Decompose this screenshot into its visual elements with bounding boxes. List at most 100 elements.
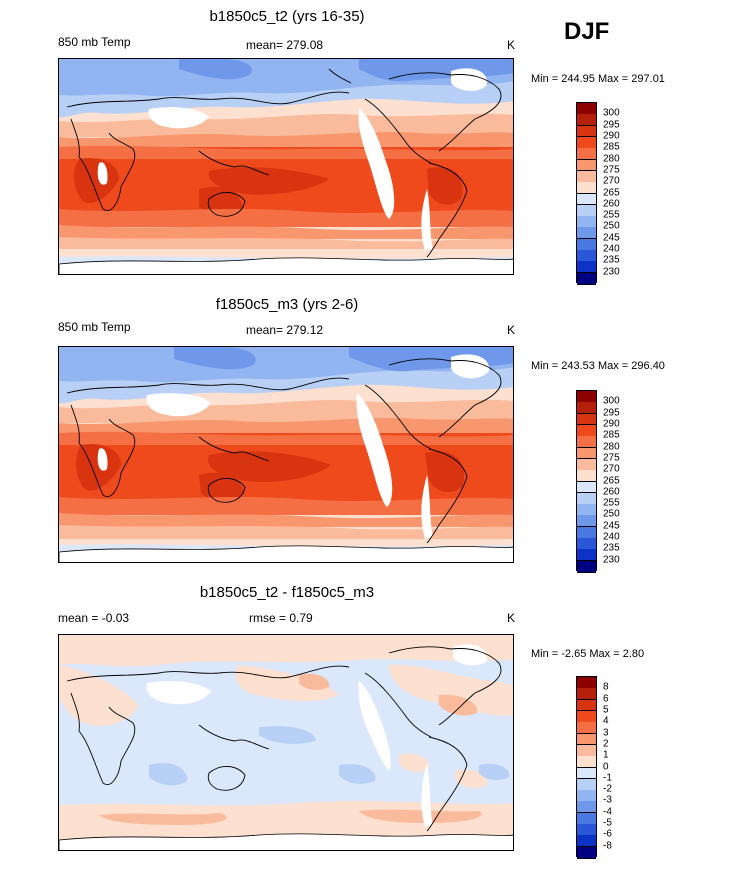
panel-1-map	[58, 58, 514, 275]
colorbar-level-label: 270	[603, 175, 620, 187]
colorbar-swatch	[577, 549, 596, 562]
colorbar-swatch	[577, 801, 596, 814]
panel-2-variable-label: 850 mb Temp	[58, 320, 131, 334]
colorbar-swatch	[577, 470, 596, 482]
colorbar-swatch	[577, 812, 596, 825]
colorbar-swatch	[577, 699, 596, 712]
colorbar-level-label: -6	[603, 828, 612, 840]
colorbar-level-label: 245	[603, 232, 620, 244]
colorbar-swatch	[577, 447, 596, 460]
colorbar-swatch	[577, 216, 596, 228]
colorbar-swatch	[577, 504, 596, 516]
colorbar-swatch	[577, 790, 596, 802]
season-label: DJF	[564, 18, 610, 45]
colorbar-level-label: -2	[603, 783, 612, 795]
colorbar-level-label: 1	[603, 749, 609, 761]
colorbar-level-label: 250	[603, 508, 620, 520]
colorbar-swatch	[577, 767, 596, 780]
colorbar-swatch	[577, 538, 596, 550]
colorbar-swatch	[577, 778, 596, 791]
colorbar-swatch	[577, 114, 596, 127]
colorbar-swatch	[577, 733, 596, 746]
colorbar-swatch	[577, 424, 596, 437]
colorbar-swatch	[577, 136, 596, 149]
panel-2-map-svg	[59, 347, 513, 562]
colorbar-swatch	[577, 515, 596, 528]
colorbar-swatch	[577, 722, 596, 735]
colorbar-level-label: 285	[603, 141, 620, 153]
panel-2-minmax-label: Min = 243.53 Max = 296.40	[531, 360, 665, 372]
colorbar-swatch	[577, 103, 596, 115]
colorbar-level-label: 280	[603, 441, 620, 453]
colorbar-swatch	[577, 560, 596, 573]
panel-1-units-label: K	[507, 38, 516, 52]
colorbar-level-label: 235	[603, 254, 620, 266]
colorbar-level-label: 300	[603, 107, 620, 119]
colorbar-swatch	[577, 391, 596, 403]
colorbar-level-label: 2	[603, 738, 609, 750]
colorbar-level-label: 255	[603, 209, 620, 221]
panel-2-units-label: K	[507, 323, 516, 337]
colorbar-level-label: 0	[603, 761, 609, 772]
panel-2-colorbar-box	[576, 390, 597, 573]
colorbar-level-label: 230	[603, 266, 620, 278]
colorbar-swatch	[577, 710, 596, 723]
colorbar-swatch	[577, 846, 596, 859]
colorbar-level-label: 275	[603, 164, 620, 176]
colorbar-level-label: -1	[603, 772, 612, 784]
colorbar-swatch	[577, 148, 596, 161]
colorbar-swatch	[577, 261, 596, 274]
panel-3-rmse-label: rmse = 0.79	[249, 611, 313, 625]
colorbar-swatch	[577, 481, 596, 494]
colorbar-swatch	[577, 250, 596, 262]
panel-2-map	[58, 346, 514, 563]
colorbar-swatch	[577, 688, 596, 701]
colorbar-level-label: 6	[603, 693, 609, 705]
colorbar-level-label: -4	[603, 806, 612, 818]
colorbar-level-label: 290	[603, 130, 620, 142]
colorbar-level-label: 250	[603, 220, 620, 232]
panel-3-title: b1850c5_t2 - f1850c5_m3	[199, 584, 375, 601]
colorbar-swatch	[577, 413, 596, 426]
panel-1-variable-label: 850 mb Temp	[58, 35, 131, 49]
colorbar-swatch	[577, 182, 596, 194]
panel-1-mean-label: mean= 279.08	[246, 38, 324, 52]
colorbar-level-label: 265	[603, 475, 620, 486]
panel-3-colorbar-box	[576, 676, 597, 859]
colorbar-swatch	[577, 238, 596, 251]
colorbar-level-label: 290	[603, 418, 620, 430]
panel-3-units-label: K	[507, 611, 516, 625]
colorbar-level-label: 285	[603, 429, 620, 441]
panel-1-colorbar-box	[576, 102, 597, 285]
colorbar-level-label: 300	[603, 395, 620, 407]
colorbar-level-label: 255	[603, 497, 620, 509]
panel-3-map-svg	[59, 635, 513, 850]
colorbar-level-label: 230	[603, 554, 620, 566]
colorbar-swatch	[577, 272, 596, 285]
panel-3-mean-label: mean = -0.03	[58, 611, 130, 625]
colorbar-swatch	[577, 402, 596, 415]
colorbar-swatch	[577, 125, 596, 138]
panel-3-colorbar: 8 6 5 4 3 2 1 0 -1 -2 -3 -4 -5 -6 -8	[576, 676, 612, 859]
colorbar-swatch	[577, 193, 596, 206]
panel-1-minmax-label: Min = 244.95 Max = 297.01	[531, 73, 665, 85]
panel-3-map	[58, 634, 514, 851]
colorbar-swatch	[577, 159, 596, 172]
colorbar-swatch	[577, 824, 596, 836]
colorbar-level-label: 240	[603, 243, 620, 255]
colorbar-swatch	[577, 756, 596, 768]
colorbar-swatch	[577, 436, 596, 449]
panel-2-colorbar: 300 295 290 285 280 275 270 265 260 255 250 245 240 2…	[576, 390, 620, 573]
colorbar-level-label: 275	[603, 452, 620, 464]
colorbar-level-label: -8	[603, 840, 612, 852]
panel-2-title: f1850c5_m3 (yrs 2-6)	[215, 296, 359, 313]
colorbar-level-label: 5	[603, 704, 609, 716]
colorbar-swatch	[577, 677, 596, 689]
colorbar-level-label: 8	[603, 681, 609, 693]
colorbar-swatch	[577, 204, 596, 217]
colorbar-level-label: 245	[603, 520, 620, 532]
colorbar-level-label: 3	[603, 727, 609, 739]
colorbar-swatch	[577, 458, 596, 471]
panel-3-minmax-label: Min = -2.65 Max = 2.80	[531, 648, 645, 660]
colorbar-level-label: 280	[603, 153, 620, 165]
